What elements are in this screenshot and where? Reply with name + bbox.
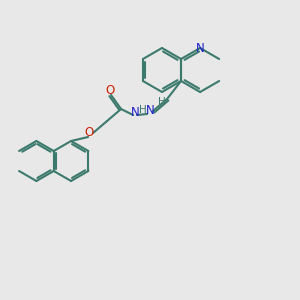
Text: N: N [146, 103, 154, 116]
Text: N: N [131, 106, 140, 118]
Text: N: N [196, 41, 205, 55]
Text: H: H [139, 105, 147, 115]
Text: H: H [158, 97, 166, 107]
Text: O: O [84, 125, 94, 139]
Text: O: O [105, 85, 115, 98]
